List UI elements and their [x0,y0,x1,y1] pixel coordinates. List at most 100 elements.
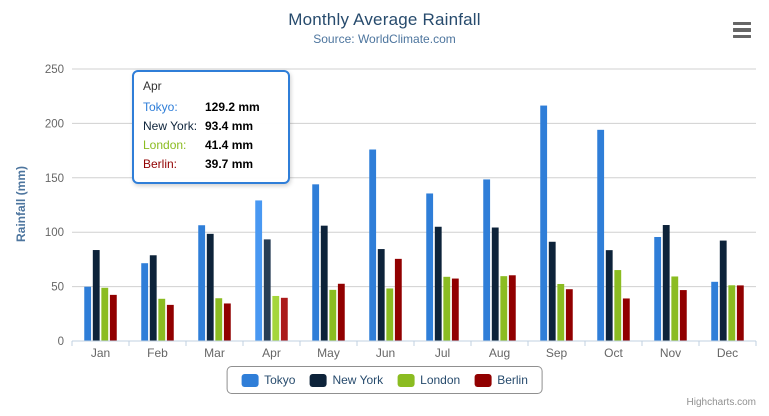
bar-new-york-feb[interactable] [149,255,157,341]
bar-london-mar[interactable] [215,298,223,341]
bar-tokyo-jun[interactable] [369,149,377,341]
export-menu-button[interactable] [731,20,753,40]
bar-new-york-jul[interactable] [434,226,442,341]
x-axis-label: Aug [489,346,510,360]
y-axis-label: 200 [45,118,64,130]
y-axis-label: 0 [58,336,64,348]
bar-new-york-dec[interactable] [719,240,727,341]
hamburger-icon [733,28,751,32]
bar-london-jun[interactable] [386,288,394,341]
bar-tokyo-feb[interactable] [141,263,149,341]
y-axis-label: 150 [45,173,64,185]
bar-berlin-feb[interactable] [166,304,174,341]
bar-tokyo-sep[interactable] [540,105,548,341]
y-axis-label: 250 [45,64,64,76]
tooltip-series-label: Tokyo: [143,100,178,114]
x-axis-label: Sep [546,346,568,360]
bar-new-york-nov[interactable] [662,225,670,341]
legend-item-tokyo[interactable]: Tokyo [241,373,295,387]
bar-tokyo-jul[interactable] [426,193,434,341]
tooltip-series-label: New York: [143,119,198,133]
bar-london-sep[interactable] [557,283,565,341]
x-axis-label: Dec [717,346,738,360]
bar-tokyo-may[interactable] [312,184,320,341]
tooltip-row-london: London: 41.4 mm [143,136,279,155]
bar-new-york-mar[interactable] [206,233,214,341]
x-axis-label: Nov [660,346,681,360]
bar-london-oct[interactable] [614,270,622,341]
bar-london-apr[interactable] [272,295,280,341]
tooltip-row-berlin: Berlin: 39.7 mm [143,155,279,174]
chart-subtitle: Source: WorldClimate.com [313,32,456,46]
legend-swatch-icon [309,373,327,387]
bar-london-nov[interactable] [671,276,679,341]
x-axis-label: Feb [147,346,168,360]
tooltip-series-value: 39.7 mm [205,157,254,171]
legend-item-london[interactable]: London [397,373,460,387]
bar-berlin-apr[interactable] [280,297,288,341]
legend-label: New York [332,373,384,387]
tooltip-series-value: 93.4 mm [205,119,254,133]
bar-new-york-jun[interactable] [377,249,385,341]
legend-swatch-icon [241,373,259,387]
legend-label: Tokyo [264,373,296,387]
bar-tokyo-apr[interactable] [255,200,263,341]
legend-item-berlin[interactable]: Berlin [474,373,528,387]
tooltip-row-new-york: New York: 93.4 mm [143,117,279,136]
bar-berlin-aug[interactable] [508,275,516,341]
legend-swatch-icon [397,373,415,387]
bar-tokyo-jan[interactable] [84,286,92,341]
x-axis-label: Apr [262,346,281,360]
bar-new-york-may[interactable] [320,225,328,341]
bar-new-york-sep[interactable] [548,241,556,341]
bar-tokyo-aug[interactable] [483,179,491,341]
tooltip-series-label: Berlin: [143,157,178,171]
bar-new-york-oct[interactable] [605,250,613,341]
bar-berlin-nov[interactable] [679,290,687,341]
legend-swatch-icon [474,373,492,387]
x-axis-label: Jul [435,346,450,360]
bar-london-dec[interactable] [728,285,736,341]
y-axis-label: 100 [45,227,64,239]
chart-title: Monthly Average Rainfall [288,10,481,29]
bar-berlin-jun[interactable] [394,258,402,341]
tooltip-series-label: London: [143,138,187,152]
bar-berlin-mar[interactable] [223,303,231,341]
legend-label: London [420,373,461,387]
bar-berlin-may[interactable] [337,283,345,341]
y-axis-label: 50 [51,282,64,294]
bar-berlin-oct[interactable] [622,298,630,341]
tooltip: Apr Tokyo: 129.2 mm New York: 93.4 mm London… [132,70,290,184]
bar-new-york-jan[interactable] [92,250,100,341]
legend: Tokyo New York London Berlin [226,366,543,394]
bar-berlin-sep[interactable] [565,289,573,341]
bar-tokyo-nov[interactable] [654,236,662,341]
tooltip-row-tokyo: Tokyo: 129.2 mm [143,98,279,117]
legend-label: Berlin [497,373,528,387]
bar-berlin-jul[interactable] [451,278,459,341]
hamburger-icon [733,34,751,38]
x-axis-label: Jan [91,346,110,360]
bar-london-jan[interactable] [101,287,109,341]
x-axis-label: Oct [604,346,623,360]
bar-new-york-apr[interactable] [263,239,271,341]
x-axis-label: Jun [376,346,395,360]
tooltip-series-value: 129.2 mm [205,100,260,114]
bar-tokyo-oct[interactable] [597,129,605,341]
bar-tokyo-dec[interactable] [711,281,719,341]
bar-london-may[interactable] [329,289,337,341]
bar-tokyo-mar[interactable] [198,225,206,341]
legend-item-new-york[interactable]: New York [309,373,383,387]
bar-berlin-dec[interactable] [736,285,744,341]
bar-london-jul[interactable] [443,276,451,341]
x-axis-label: May [317,346,340,360]
hamburger-icon [733,22,751,26]
bar-london-aug[interactable] [500,276,508,341]
bar-berlin-jan[interactable] [109,294,117,341]
x-axis-label: Mar [204,346,225,360]
bar-new-york-aug[interactable] [491,227,499,341]
credits-link[interactable]: Highcharts.com [686,397,756,408]
bar-london-feb[interactable] [158,298,166,341]
